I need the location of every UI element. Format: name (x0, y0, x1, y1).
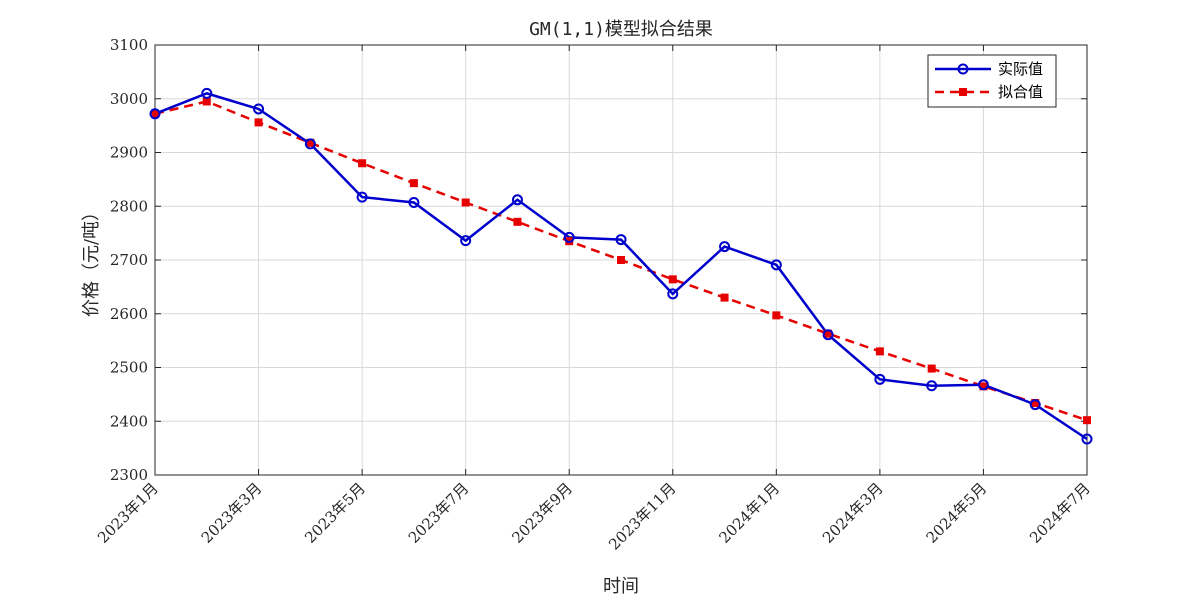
actual-point (977, 379, 989, 391)
actual-point (408, 196, 420, 208)
fitted-point (513, 217, 522, 226)
actual-point (770, 259, 782, 271)
x-axis-label: 时间 (603, 576, 639, 597)
fitted-point (668, 275, 677, 284)
y-tick-label: 3100 (110, 36, 148, 54)
legend-actual-marker (957, 63, 969, 75)
legend-fitted-label: 拟合值 (998, 83, 1043, 101)
y-tick-label: 2500 (110, 359, 148, 377)
fitted-point (824, 329, 833, 338)
fitted-point (202, 97, 211, 106)
fitted-point (927, 364, 936, 373)
actual-point (1029, 399, 1041, 411)
fitted-point (254, 118, 263, 127)
actual-point (460, 235, 472, 247)
chart-title: GM(1,1)模型拟合结果 (529, 19, 713, 40)
y-tick-label: 2300 (110, 466, 148, 484)
y-tick-label: 2400 (110, 412, 148, 430)
actual-point (253, 103, 265, 115)
actual-point (615, 234, 627, 246)
fitted-point (1083, 416, 1091, 425)
actual-point (926, 380, 938, 392)
actual-point (667, 288, 679, 300)
actual-point (304, 138, 316, 150)
legend-actual-label: 实际值 (998, 60, 1043, 78)
actual-point (563, 231, 575, 243)
legend: 实际值 拟合值 (927, 54, 1057, 108)
legend-item-actual: 实际值 (935, 60, 1043, 78)
actual-point (356, 191, 368, 203)
series-layer (149, 87, 1093, 445)
fitted-point (306, 138, 315, 147)
actual-point (719, 241, 731, 253)
fitted-point (409, 179, 418, 188)
fitted-point (151, 109, 159, 118)
legend-fitted-marker (959, 88, 967, 96)
legend-box (927, 54, 1057, 108)
fitted-point (461, 198, 470, 207)
actual-point (822, 329, 834, 341)
fitted-point (617, 256, 625, 264)
y-axis-label: 价格（元/吨） (81, 203, 102, 317)
fitted-point (875, 347, 884, 356)
fitted-point (358, 159, 367, 168)
fitted-point (772, 311, 781, 320)
fitted-point (720, 293, 729, 302)
fitted-point (979, 382, 988, 391)
actual-point (201, 87, 213, 99)
actual-point (1081, 433, 1093, 445)
y-tick-label: 2700 (110, 251, 148, 269)
actual-point (149, 108, 161, 120)
y-tick-label: 2900 (110, 144, 148, 162)
y-tick-label: 2600 (110, 305, 148, 323)
y-tick-label: 2800 (110, 197, 148, 215)
fitted-point (1031, 398, 1040, 407)
legend-item-fitted: 拟合值 (935, 83, 1043, 101)
y-tick-label: 3000 (110, 90, 148, 108)
actual-point (874, 373, 886, 385)
actual-point (511, 194, 523, 206)
